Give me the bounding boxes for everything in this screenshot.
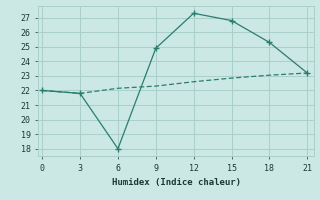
X-axis label: Humidex (Indice chaleur): Humidex (Indice chaleur) xyxy=(111,178,241,187)
